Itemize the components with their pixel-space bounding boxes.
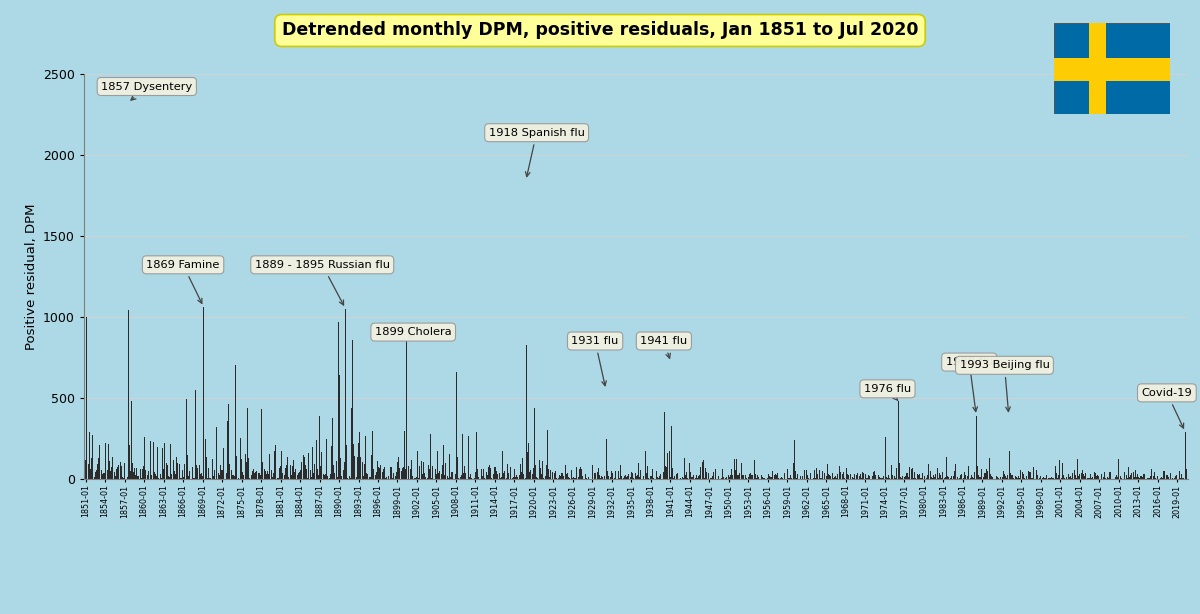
Text: Detrended monthly DPM, positive residuals, Jan 1851 to Jul 2020: Detrended monthly DPM, positive residual… <box>282 21 918 39</box>
Text: 1857 Dysentery: 1857 Dysentery <box>101 82 192 100</box>
Text: 1869 Famine: 1869 Famine <box>146 260 220 303</box>
Text: 1899 Cholera: 1899 Cholera <box>374 327 451 338</box>
Text: 1918 Spanish flu: 1918 Spanish flu <box>488 128 584 177</box>
Text: 1889 - 1895 Russian flu: 1889 - 1895 Russian flu <box>254 260 390 305</box>
Bar <box>1088 23 1106 114</box>
Text: 1993 Beijing flu: 1993 Beijing flu <box>960 360 1049 411</box>
Y-axis label: Positive residual, DPM: Positive residual, DPM <box>24 203 37 349</box>
Text: 1941 flu: 1941 flu <box>641 336 688 358</box>
Text: 1976 flu: 1976 flu <box>864 384 911 400</box>
Text: 1931 flu: 1931 flu <box>571 336 619 386</box>
Bar <box>1054 58 1170 80</box>
Text: 1988 flu: 1988 flu <box>946 357 992 411</box>
Text: Covid-19: Covid-19 <box>1141 388 1193 428</box>
